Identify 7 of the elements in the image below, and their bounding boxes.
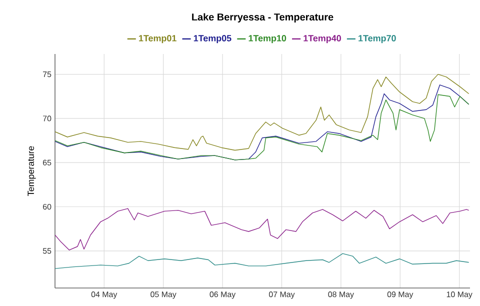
legend-label: 1Temp05 — [194, 35, 232, 44]
legend-label: 1Temp01 — [139, 35, 176, 44]
legend-label: 1Temp40 — [304, 35, 341, 44]
chart-title: Lake Berryessa - Temperature — [192, 13, 334, 22]
legend-label: 1Temp10 — [248, 35, 286, 44]
y-axis-title: Temperature — [28, 146, 36, 196]
legend-label: 1Temp70 — [358, 35, 396, 44]
